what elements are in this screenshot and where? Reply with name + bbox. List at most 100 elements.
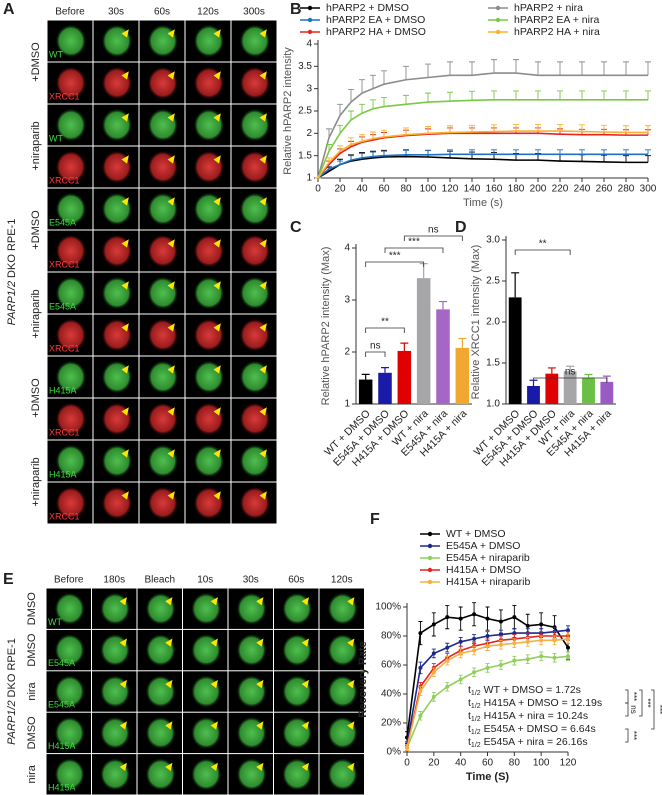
error-bar	[381, 367, 389, 373]
error-bar	[348, 110, 354, 120]
nucleus	[190, 757, 222, 791]
y-tick-label: 2	[306, 128, 312, 139]
nucleus	[101, 24, 133, 58]
column-header: 60s	[288, 575, 304, 586]
arrowhead	[167, 323, 175, 332]
error-bar	[511, 272, 520, 298]
nucleus	[281, 716, 313, 750]
nucleus	[145, 757, 177, 791]
arrowhead	[213, 113, 221, 122]
arrowhead	[347, 597, 355, 606]
column-header: 120s	[331, 575, 353, 586]
column-header: 30s	[108, 7, 124, 18]
nucleus	[145, 674, 177, 709]
error-bar	[623, 90, 629, 100]
legend-marker	[495, 17, 501, 23]
data-point	[485, 634, 490, 638]
column-header: Before	[55, 7, 85, 18]
nucleus	[327, 716, 359, 750]
error-bar	[623, 61, 629, 76]
error-bar	[645, 61, 651, 76]
nucleus	[281, 592, 313, 626]
x-tick-label: 240	[574, 184, 591, 195]
cell-label: E545A	[48, 658, 75, 668]
error-bar	[425, 63, 431, 78]
half-life-subscript: 1/2	[471, 729, 481, 736]
nucleus	[55, 402, 87, 436]
error-bar	[491, 59, 497, 74]
data-point	[472, 612, 477, 617]
significance-label: ***	[629, 731, 638, 740]
error-bar	[513, 59, 519, 74]
nucleus	[327, 633, 359, 667]
nucleus	[239, 486, 271, 520]
data-point	[431, 651, 436, 656]
significance-label: ***	[655, 705, 662, 714]
legend-label: hPARP2 HA + DMSO	[326, 26, 426, 38]
error-bar	[403, 94, 409, 105]
error-bar	[425, 126, 431, 134]
arrowhead	[347, 679, 355, 689]
column-header: Bleach	[144, 575, 175, 586]
y-tick-label: 4	[306, 39, 312, 50]
error-bar	[337, 124, 343, 134]
nucleus	[239, 402, 271, 436]
nucleus	[147, 444, 179, 478]
nucleus	[193, 276, 225, 310]
error-bar	[381, 70, 387, 85]
nucleus	[55, 276, 87, 310]
legend-label: hPARP2 + DMSO	[326, 2, 409, 14]
y-tick-label: 2.0	[486, 317, 500, 328]
x-tick-label: 220	[552, 184, 569, 195]
significance-label: **	[539, 239, 547, 250]
column-header: 300s	[243, 7, 265, 18]
legend-marker	[307, 17, 313, 23]
bar	[397, 350, 412, 404]
arrowhead	[259, 29, 267, 38]
nucleus	[101, 150, 133, 184]
data-point	[431, 670, 436, 675]
half-life-text: H415A + DMSO = 12.19s	[484, 697, 602, 709]
nucleus	[239, 444, 271, 478]
nucleus	[239, 192, 271, 226]
y-axis-label: Relative XRCC1 intensity (Max)	[470, 245, 482, 400]
error-bar	[601, 61, 607, 76]
treatment-label: DMSO	[26, 592, 38, 625]
panel-letter: C	[290, 219, 302, 236]
panel-letter: A	[3, 1, 15, 18]
arrowhead	[347, 721, 355, 730]
error-bar	[447, 61, 453, 76]
bar	[358, 379, 373, 404]
error-bar	[623, 155, 629, 163]
y-tick-label: 2.5	[298, 106, 312, 117]
nucleus	[55, 150, 87, 184]
column-header: 180s	[103, 575, 125, 586]
y-tick-label: 1	[306, 173, 312, 184]
bar	[545, 373, 559, 404]
treatment-label: nira	[26, 681, 38, 700]
half-life-annotation: t1/2 WT + DMSO = 1.72s	[468, 684, 581, 697]
nucleus	[281, 757, 313, 791]
treatment-label: +DMSO	[30, 210, 42, 250]
significance-bracket	[403, 235, 463, 241]
nucleus	[147, 192, 179, 226]
nucleus	[327, 592, 359, 626]
x-tick-label: 100	[420, 184, 437, 195]
nucleus	[145, 633, 177, 667]
column-header: Before	[54, 575, 84, 586]
arrowhead	[119, 638, 127, 647]
legend-label: H415A + niraparib	[446, 576, 531, 588]
cell-label: XRCC1	[49, 427, 80, 437]
nucleus	[281, 633, 313, 667]
error-bar	[557, 153, 563, 162]
legend-label: WT + DMSO	[446, 528, 506, 540]
nucleus	[145, 716, 177, 750]
y-tick-label: 2.5	[486, 276, 500, 287]
arrowhead	[167, 365, 175, 374]
significance-label: ***	[408, 237, 420, 248]
nucleus	[54, 674, 86, 709]
cell-label: H415A	[49, 385, 77, 395]
bar	[563, 371, 577, 404]
arrowhead	[167, 113, 175, 122]
y-tick-label: 1.5	[298, 150, 312, 161]
